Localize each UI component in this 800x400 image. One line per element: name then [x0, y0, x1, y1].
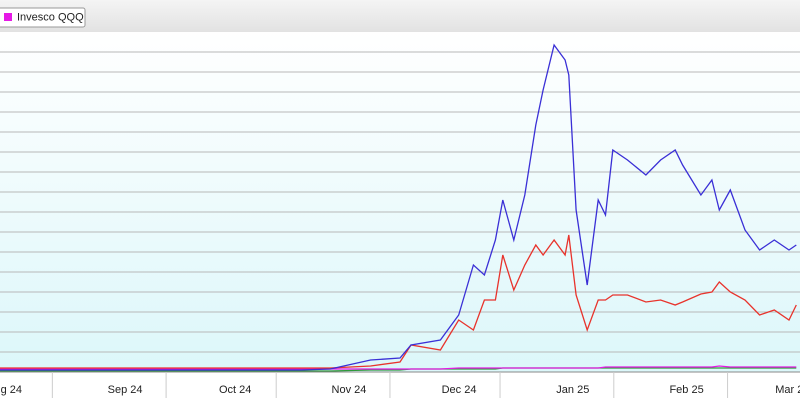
- x-tick-label: Mar 2: [775, 384, 800, 396]
- legend-label[interactable]: Invesco QQQ: [17, 11, 84, 23]
- x-axis-area: [0, 372, 800, 400]
- series-line: [0, 234, 797, 369]
- x-tick-label: Oct 24: [219, 384, 251, 396]
- legend[interactable]: [0, 7, 86, 28]
- x-tick-label: Nov 24: [332, 384, 367, 396]
- x-tick-label: g 24: [1, 384, 22, 396]
- legend-swatch: [4, 13, 12, 21]
- x-tick-label: Sep 24: [108, 384, 143, 396]
- series-line: [0, 43, 797, 371]
- x-tick-label: Jan 25: [556, 384, 589, 396]
- plot-area: [0, 32, 800, 372]
- series-line: [0, 365, 797, 370]
- toolbar: [0, 0, 800, 32]
- x-tick-label: Feb 25: [669, 384, 703, 396]
- x-tick-label: Dec 24: [442, 384, 477, 396]
